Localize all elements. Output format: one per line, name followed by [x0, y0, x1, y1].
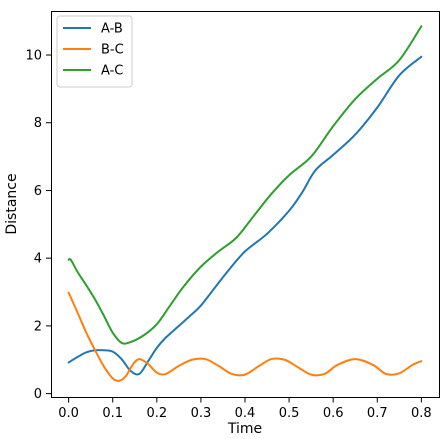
- x-tick-label: 0.3: [191, 406, 212, 421]
- series-line-a-b: [67, 55, 423, 376]
- y-tick-label: 6: [34, 184, 42, 199]
- series-layer: [67, 25, 423, 382]
- x-tick-label: 0.4: [235, 406, 256, 421]
- y-tick-label: 8: [34, 116, 42, 131]
- x-tick-label: 0.1: [102, 406, 123, 421]
- x-tick-label: 0.7: [367, 406, 388, 421]
- legend-label-a-c: A-C: [101, 64, 123, 79]
- x-tick-label: 0.6: [323, 406, 344, 421]
- y-axis-label: Distance: [4, 173, 20, 234]
- x-axis-label: Time: [227, 421, 262, 437]
- legend-label-b-c: B-C: [101, 43, 124, 58]
- ticks-layer: 0.0 0.1 0.2 0.3 0.4 0.5 0.6 0.7 0.8 0 2 4 6 8 10: [25, 49, 431, 421]
- x-tick-label: 0.0: [58, 406, 79, 421]
- x-tick-label: 0.2: [146, 406, 167, 421]
- series-line-a-c: [67, 25, 423, 345]
- x-tick-label: 0.5: [279, 406, 300, 421]
- series-line-b-c: [67, 291, 423, 382]
- legend-label-a-b: A-B: [101, 22, 123, 37]
- y-tick-label: 2: [34, 319, 42, 334]
- y-tick-label: 10: [25, 49, 42, 64]
- y-tick-label: 4: [34, 252, 42, 267]
- y-tick-label: 0: [34, 387, 42, 402]
- legend: A-B B-C A-C: [56, 15, 133, 88]
- x-tick-label: 0.8: [411, 406, 432, 421]
